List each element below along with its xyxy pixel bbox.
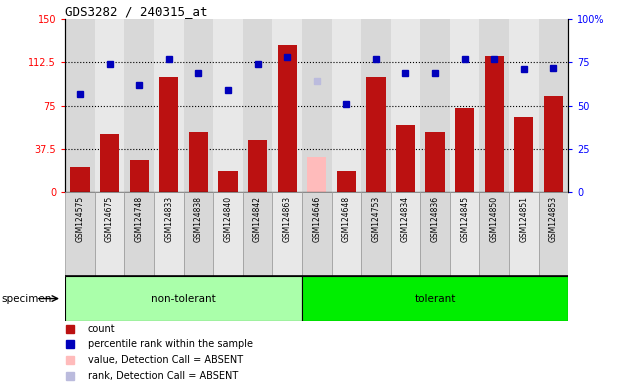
Text: GSM124850: GSM124850 xyxy=(490,196,499,242)
Text: GSM124834: GSM124834 xyxy=(401,196,410,242)
Bar xyxy=(154,192,184,276)
Bar xyxy=(95,192,124,276)
Bar xyxy=(361,192,391,276)
Bar xyxy=(159,77,178,192)
Text: count: count xyxy=(88,324,116,334)
Bar xyxy=(514,117,533,192)
Bar xyxy=(509,192,538,276)
Text: GSM124833: GSM124833 xyxy=(165,196,173,242)
Bar xyxy=(479,192,509,276)
Text: GSM124646: GSM124646 xyxy=(312,196,321,242)
Text: GSM124748: GSM124748 xyxy=(135,196,143,242)
Bar xyxy=(484,56,504,192)
Bar xyxy=(366,77,386,192)
Bar xyxy=(278,45,297,192)
Bar xyxy=(95,19,124,192)
Bar xyxy=(130,160,149,192)
Bar xyxy=(538,19,568,192)
Bar xyxy=(332,19,361,192)
Bar xyxy=(213,192,243,276)
Bar xyxy=(243,192,273,276)
Bar xyxy=(248,140,267,192)
Text: GSM124648: GSM124648 xyxy=(342,196,351,242)
Bar xyxy=(332,192,361,276)
Bar xyxy=(65,276,302,321)
Text: GSM124838: GSM124838 xyxy=(194,196,203,242)
Bar xyxy=(124,192,154,276)
Bar xyxy=(65,192,95,276)
Bar xyxy=(337,171,356,192)
Bar xyxy=(184,192,213,276)
Text: GSM124836: GSM124836 xyxy=(430,196,440,242)
Bar xyxy=(184,19,213,192)
Text: GSM124851: GSM124851 xyxy=(519,196,528,242)
Bar xyxy=(124,19,154,192)
Bar xyxy=(100,134,119,192)
Bar xyxy=(189,132,208,192)
Bar xyxy=(509,19,538,192)
Bar xyxy=(70,167,89,192)
Text: GSM124853: GSM124853 xyxy=(549,196,558,242)
Text: GSM124845: GSM124845 xyxy=(460,196,469,242)
Bar xyxy=(307,157,326,192)
Bar xyxy=(302,276,568,321)
Text: value, Detection Call = ABSENT: value, Detection Call = ABSENT xyxy=(88,355,243,365)
Bar xyxy=(455,108,474,192)
Bar xyxy=(420,19,450,192)
Bar xyxy=(213,19,243,192)
Bar xyxy=(544,96,563,192)
Text: non-tolerant: non-tolerant xyxy=(151,293,216,304)
Bar xyxy=(450,192,479,276)
Bar xyxy=(450,19,479,192)
Text: specimen: specimen xyxy=(1,293,52,304)
Bar xyxy=(396,125,415,192)
Text: GSM124675: GSM124675 xyxy=(105,196,114,242)
Bar xyxy=(154,19,184,192)
Text: GDS3282 / 240315_at: GDS3282 / 240315_at xyxy=(65,5,207,18)
Bar xyxy=(243,19,273,192)
Bar xyxy=(361,19,391,192)
Bar xyxy=(273,192,302,276)
Bar xyxy=(425,132,445,192)
Bar xyxy=(273,19,302,192)
Text: rank, Detection Call = ABSENT: rank, Detection Call = ABSENT xyxy=(88,371,238,381)
Text: GSM124753: GSM124753 xyxy=(371,196,381,242)
Bar xyxy=(538,192,568,276)
Bar xyxy=(420,192,450,276)
Text: GSM124575: GSM124575 xyxy=(76,196,84,242)
Text: GSM124840: GSM124840 xyxy=(224,196,232,242)
Bar xyxy=(391,192,420,276)
Text: tolerant: tolerant xyxy=(414,293,456,304)
Bar xyxy=(219,171,238,192)
Bar xyxy=(65,19,95,192)
Bar xyxy=(302,19,332,192)
Bar xyxy=(391,19,420,192)
Text: GSM124863: GSM124863 xyxy=(283,196,292,242)
Bar xyxy=(479,19,509,192)
Text: percentile rank within the sample: percentile rank within the sample xyxy=(88,339,253,349)
Text: GSM124842: GSM124842 xyxy=(253,196,262,242)
Bar xyxy=(302,192,332,276)
